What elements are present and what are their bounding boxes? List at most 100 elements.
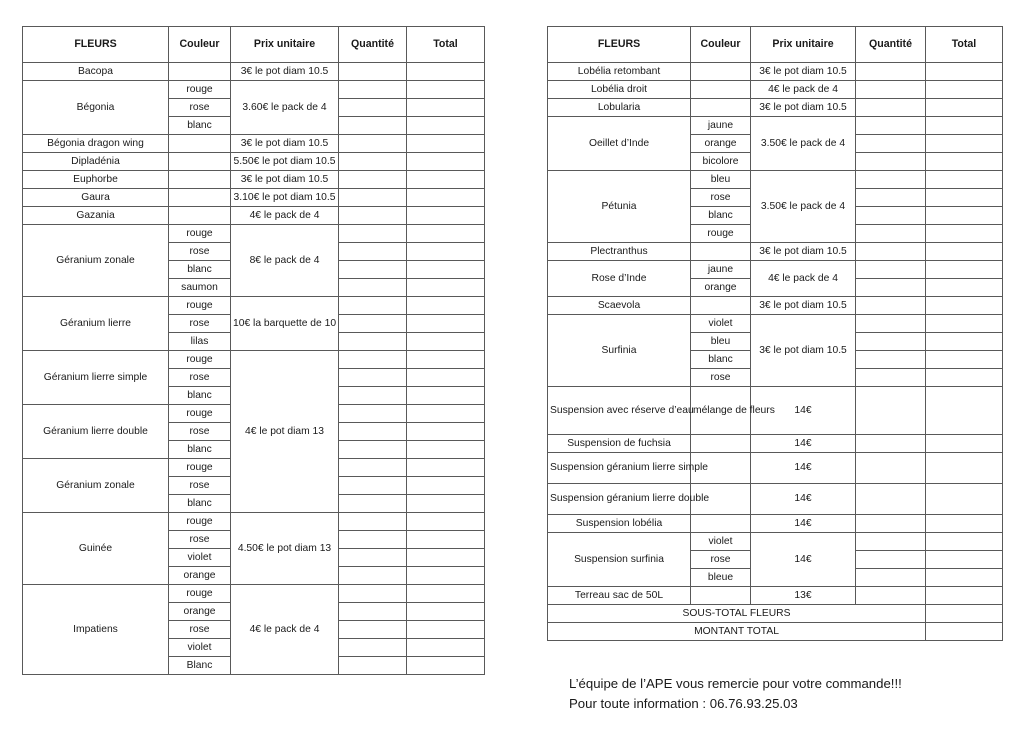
- cell-total-input[interactable]: [925, 550, 1003, 569]
- cell-total-input[interactable]: [925, 206, 1003, 225]
- cell-total-input[interactable]: [925, 188, 1003, 207]
- cell-quantite-input[interactable]: [855, 452, 926, 484]
- cell-total-input[interactable]: [925, 368, 1003, 387]
- cell-total-input[interactable]: [925, 80, 1003, 99]
- cell-quantite-input[interactable]: [338, 314, 407, 333]
- cell-total-input[interactable]: [925, 224, 1003, 243]
- cell-quantite-input[interactable]: [855, 483, 926, 515]
- cell-total-input[interactable]: [925, 134, 1003, 153]
- cell-total-input[interactable]: [406, 512, 485, 531]
- cell-quantite-input[interactable]: [338, 62, 407, 81]
- cell-total-input[interactable]: [925, 483, 1003, 515]
- cell-total-input[interactable]: [406, 98, 485, 117]
- cell-total-input[interactable]: [406, 386, 485, 405]
- cell-total-input[interactable]: [406, 242, 485, 261]
- cell-quantite-input[interactable]: [855, 586, 926, 605]
- cell-quantite-input[interactable]: [855, 568, 926, 587]
- cell-quantite-input[interactable]: [338, 332, 407, 351]
- cell-quantite-input[interactable]: [338, 368, 407, 387]
- cell-total-input[interactable]: [925, 386, 1003, 435]
- cell-total-input[interactable]: [925, 568, 1003, 587]
- cell-quantite-input[interactable]: [338, 458, 407, 477]
- cell-total-input[interactable]: [406, 638, 485, 657]
- cell-total-input[interactable]: [925, 314, 1003, 333]
- cell-total-input[interactable]: [406, 80, 485, 99]
- cell-quantite-input[interactable]: [338, 404, 407, 423]
- cell-quantite-input[interactable]: [338, 566, 407, 585]
- cell-total-input[interactable]: [406, 206, 485, 225]
- cell-quantite-input[interactable]: [338, 584, 407, 603]
- totals-value-input[interactable]: [925, 604, 1003, 623]
- cell-quantite-input[interactable]: [338, 134, 407, 153]
- cell-total-input[interactable]: [406, 116, 485, 135]
- cell-quantite-input[interactable]: [855, 260, 926, 279]
- cell-quantite-input[interactable]: [338, 386, 407, 405]
- cell-quantite-input[interactable]: [855, 242, 926, 261]
- cell-total-input[interactable]: [925, 260, 1003, 279]
- cell-total-input[interactable]: [925, 350, 1003, 369]
- cell-total-input[interactable]: [925, 532, 1003, 551]
- cell-quantite-input[interactable]: [338, 206, 407, 225]
- cell-quantite-input[interactable]: [855, 332, 926, 351]
- cell-quantite-input[interactable]: [338, 296, 407, 315]
- cell-total-input[interactable]: [925, 514, 1003, 533]
- cell-quantite-input[interactable]: [338, 638, 407, 657]
- cell-total-input[interactable]: [406, 296, 485, 315]
- cell-quantite-input[interactable]: [338, 224, 407, 243]
- cell-quantite-input[interactable]: [855, 532, 926, 551]
- cell-quantite-input[interactable]: [338, 548, 407, 567]
- cell-quantite-input[interactable]: [338, 116, 407, 135]
- cell-total-input[interactable]: [406, 584, 485, 603]
- cell-total-input[interactable]: [406, 170, 485, 189]
- cell-quantite-input[interactable]: [855, 62, 926, 81]
- cell-total-input[interactable]: [406, 260, 485, 279]
- cell-quantite-input[interactable]: [855, 278, 926, 297]
- cell-quantite-input[interactable]: [338, 440, 407, 459]
- cell-total-input[interactable]: [925, 242, 1003, 261]
- cell-total-input[interactable]: [406, 566, 485, 585]
- cell-total-input[interactable]: [406, 332, 485, 351]
- cell-total-input[interactable]: [925, 332, 1003, 351]
- cell-quantite-input[interactable]: [855, 550, 926, 569]
- cell-total-input[interactable]: [925, 98, 1003, 117]
- cell-total-input[interactable]: [406, 458, 485, 477]
- cell-total-input[interactable]: [406, 404, 485, 423]
- cell-quantite-input[interactable]: [338, 494, 407, 513]
- cell-total-input[interactable]: [925, 296, 1003, 315]
- cell-quantite-input[interactable]: [338, 656, 407, 675]
- cell-quantite-input[interactable]: [338, 476, 407, 495]
- cell-total-input[interactable]: [406, 152, 485, 171]
- cell-total-input[interactable]: [925, 434, 1003, 453]
- cell-total-input[interactable]: [406, 224, 485, 243]
- cell-total-input[interactable]: [406, 620, 485, 639]
- cell-quantite-input[interactable]: [338, 620, 407, 639]
- cell-total-input[interactable]: [406, 602, 485, 621]
- cell-quantite-input[interactable]: [338, 602, 407, 621]
- cell-total-input[interactable]: [406, 188, 485, 207]
- cell-total-input[interactable]: [406, 440, 485, 459]
- cell-total-input[interactable]: [406, 314, 485, 333]
- cell-quantite-input[interactable]: [855, 116, 926, 135]
- cell-quantite-input[interactable]: [855, 350, 926, 369]
- cell-total-input[interactable]: [925, 152, 1003, 171]
- cell-total-input[interactable]: [925, 452, 1003, 484]
- cell-quantite-input[interactable]: [855, 368, 926, 387]
- cell-total-input[interactable]: [925, 278, 1003, 297]
- cell-quantite-input[interactable]: [855, 80, 926, 99]
- cell-quantite-input[interactable]: [338, 242, 407, 261]
- cell-quantite-input[interactable]: [338, 260, 407, 279]
- cell-total-input[interactable]: [406, 62, 485, 81]
- cell-total-input[interactable]: [406, 422, 485, 441]
- cell-quantite-input[interactable]: [338, 422, 407, 441]
- cell-total-input[interactable]: [925, 116, 1003, 135]
- cell-quantite-input[interactable]: [855, 170, 926, 189]
- cell-quantite-input[interactable]: [855, 296, 926, 315]
- cell-quantite-input[interactable]: [855, 134, 926, 153]
- cell-quantite-input[interactable]: [338, 152, 407, 171]
- cell-total-input[interactable]: [406, 656, 485, 675]
- cell-total-input[interactable]: [925, 170, 1003, 189]
- cell-quantite-input[interactable]: [855, 514, 926, 533]
- cell-total-input[interactable]: [925, 62, 1003, 81]
- cell-total-input[interactable]: [406, 476, 485, 495]
- cell-total-input[interactable]: [406, 530, 485, 549]
